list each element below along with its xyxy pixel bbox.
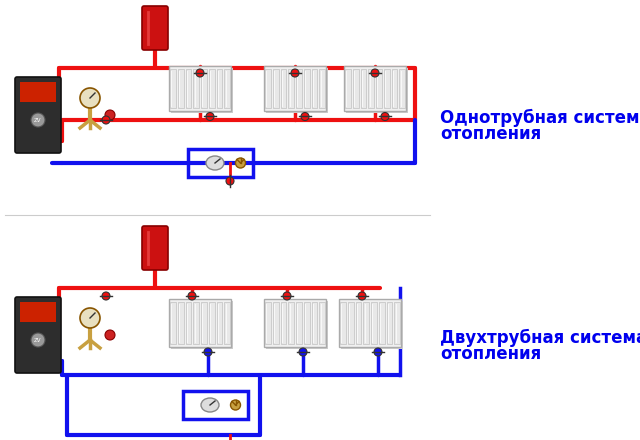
Bar [193, 302, 199, 344]
Bar [353, 70, 358, 109]
Bar [280, 70, 286, 109]
Bar [201, 302, 207, 344]
Bar [394, 302, 400, 344]
Bar [355, 302, 361, 344]
Bar [319, 302, 325, 344]
Bar [280, 302, 286, 344]
Bar [178, 70, 184, 109]
Bar [339, 299, 401, 347]
Bar [264, 66, 326, 111]
FancyBboxPatch shape [142, 226, 168, 270]
Text: Однотрубная система: Однотрубная система [440, 109, 640, 127]
Bar [346, 69, 408, 114]
Bar [348, 302, 353, 344]
Bar [387, 302, 392, 344]
Bar [201, 70, 207, 109]
Bar [265, 70, 271, 109]
Bar [265, 302, 271, 344]
Bar [186, 70, 191, 109]
Bar [169, 66, 231, 111]
Bar [340, 302, 346, 344]
Circle shape [105, 110, 115, 120]
Circle shape [31, 113, 45, 127]
Bar [273, 70, 278, 109]
Circle shape [102, 116, 110, 124]
Bar [186, 302, 191, 344]
Circle shape [206, 113, 214, 121]
Bar [376, 70, 381, 109]
Circle shape [188, 292, 196, 300]
Bar [216, 70, 222, 109]
Bar [371, 302, 377, 344]
Bar [20, 302, 56, 322]
Bar [399, 70, 405, 109]
Bar [169, 299, 231, 347]
Bar [345, 70, 351, 109]
Bar [264, 299, 326, 347]
Circle shape [371, 69, 379, 77]
Bar [368, 70, 374, 109]
Circle shape [105, 330, 115, 340]
Bar [178, 302, 184, 344]
Text: отопления: отопления [440, 125, 541, 143]
Bar [364, 302, 369, 344]
Circle shape [31, 333, 45, 347]
Bar [266, 301, 328, 349]
Circle shape [283, 292, 291, 300]
Bar [273, 302, 278, 344]
Bar [266, 69, 328, 114]
Bar [304, 302, 310, 344]
Bar [193, 70, 199, 109]
Circle shape [374, 348, 382, 356]
Bar [182, 391, 248, 419]
FancyBboxPatch shape [15, 77, 61, 153]
Ellipse shape [201, 398, 219, 412]
Bar [216, 302, 222, 344]
Bar [224, 302, 230, 344]
Circle shape [196, 69, 204, 77]
Circle shape [80, 88, 100, 108]
Circle shape [301, 113, 309, 121]
Bar [170, 302, 176, 344]
Text: ZV: ZV [35, 117, 42, 122]
Circle shape [226, 177, 234, 185]
Bar [384, 70, 390, 109]
Bar [288, 70, 294, 109]
FancyBboxPatch shape [15, 297, 61, 373]
Bar [209, 302, 214, 344]
Bar [296, 302, 301, 344]
Text: отопления: отопления [440, 345, 541, 363]
Circle shape [102, 292, 110, 300]
Circle shape [236, 158, 246, 168]
Ellipse shape [206, 156, 224, 170]
Text: ZV: ZV [35, 337, 42, 342]
Bar [170, 70, 176, 109]
Bar [296, 70, 301, 109]
Bar [344, 66, 406, 111]
Bar [341, 301, 403, 349]
Circle shape [204, 348, 212, 356]
Circle shape [230, 400, 241, 410]
Bar [171, 69, 233, 114]
Bar [379, 302, 385, 344]
Circle shape [299, 348, 307, 356]
Circle shape [80, 308, 100, 328]
Bar [224, 70, 230, 109]
Bar [188, 149, 253, 177]
Bar [312, 70, 317, 109]
Bar [392, 70, 397, 109]
Bar [171, 301, 233, 349]
Text: Двухтрубная система: Двухтрубная система [440, 329, 640, 347]
Bar [312, 302, 317, 344]
Bar [319, 70, 325, 109]
Bar [360, 70, 366, 109]
Bar [209, 70, 214, 109]
Bar [304, 70, 310, 109]
Circle shape [291, 69, 299, 77]
FancyBboxPatch shape [142, 6, 168, 50]
Circle shape [381, 113, 389, 121]
Bar [20, 82, 56, 102]
Circle shape [358, 292, 366, 300]
Bar [288, 302, 294, 344]
